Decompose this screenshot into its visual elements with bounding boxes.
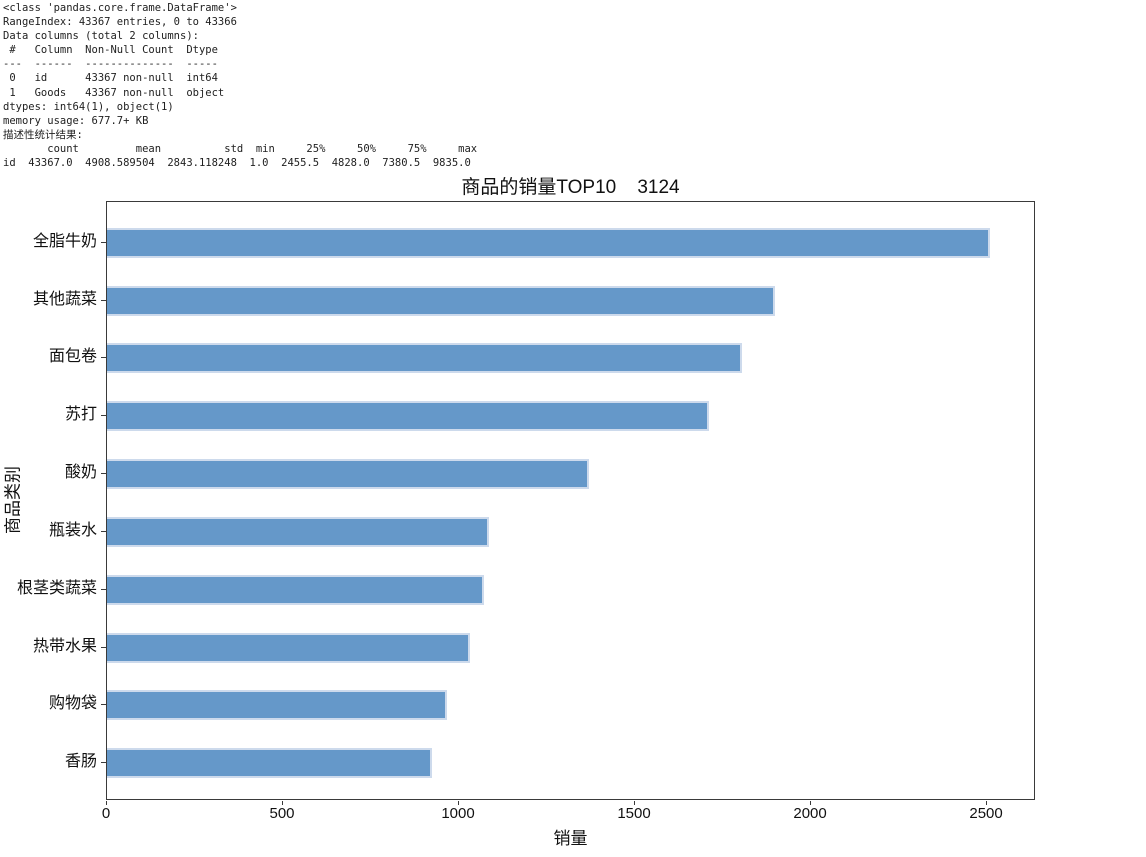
y-tick-label: 根茎类蔬菜 bbox=[16, 579, 97, 597]
bar bbox=[107, 690, 448, 721]
bar bbox=[107, 574, 484, 605]
console-output: <class 'pandas.core.frame.DataFrame'> Ra… bbox=[3, 2, 478, 170]
y-tick-mark bbox=[101, 415, 106, 417]
y-tick-label: 苏打 bbox=[64, 406, 97, 424]
bar bbox=[107, 516, 489, 547]
y-tick-label: 瓶装水 bbox=[48, 521, 97, 539]
y-tick-mark bbox=[101, 646, 106, 648]
y-tick-label: 其他蔬菜 bbox=[32, 290, 97, 308]
bar bbox=[107, 748, 432, 779]
x-tick-label: 1500 bbox=[617, 805, 651, 822]
y-tick-mark bbox=[101, 530, 106, 532]
x-tick-mark bbox=[458, 801, 460, 805]
x-tick-mark bbox=[106, 801, 107, 805]
x-tick-label: 2000 bbox=[793, 805, 827, 822]
x-tick-label: 2500 bbox=[969, 805, 1003, 822]
y-tick-mark bbox=[101, 299, 106, 301]
bar bbox=[107, 632, 470, 663]
x-tick-label: 500 bbox=[269, 805, 295, 822]
x-tick-label: 1000 bbox=[441, 805, 475, 822]
y-tick-mark bbox=[101, 357, 106, 359]
x-tick-mark bbox=[810, 801, 812, 805]
x-tick-label: 0 bbox=[101, 805, 111, 822]
y-tick-mark bbox=[101, 762, 106, 764]
bar bbox=[107, 343, 743, 374]
y-tick-mark bbox=[101, 473, 106, 475]
y-tick-mark bbox=[101, 241, 106, 243]
bar bbox=[107, 285, 776, 316]
y-tick-label: 香肠 bbox=[64, 753, 97, 771]
y-tick-label: 全脂牛奶 bbox=[32, 232, 97, 250]
bar bbox=[107, 459, 589, 490]
y-tick-label: 热带水果 bbox=[32, 637, 97, 655]
x-tick-mark bbox=[282, 801, 283, 805]
x-axis-label: 销量 bbox=[553, 829, 588, 848]
chart-title: 商品的销量TOP10 3124 bbox=[461, 177, 680, 198]
y-tick-mark bbox=[101, 588, 106, 590]
y-tick-label: 购物袋 bbox=[48, 695, 97, 713]
x-tick-mark bbox=[634, 801, 636, 805]
y-tick-label: 酸奶 bbox=[64, 464, 97, 482]
plot-area bbox=[106, 201, 1035, 800]
bar bbox=[107, 227, 990, 258]
y-tick-mark bbox=[101, 704, 106, 706]
bar bbox=[107, 401, 710, 432]
x-tick-mark bbox=[986, 801, 988, 805]
y-tick-label: 面包卷 bbox=[48, 348, 97, 366]
